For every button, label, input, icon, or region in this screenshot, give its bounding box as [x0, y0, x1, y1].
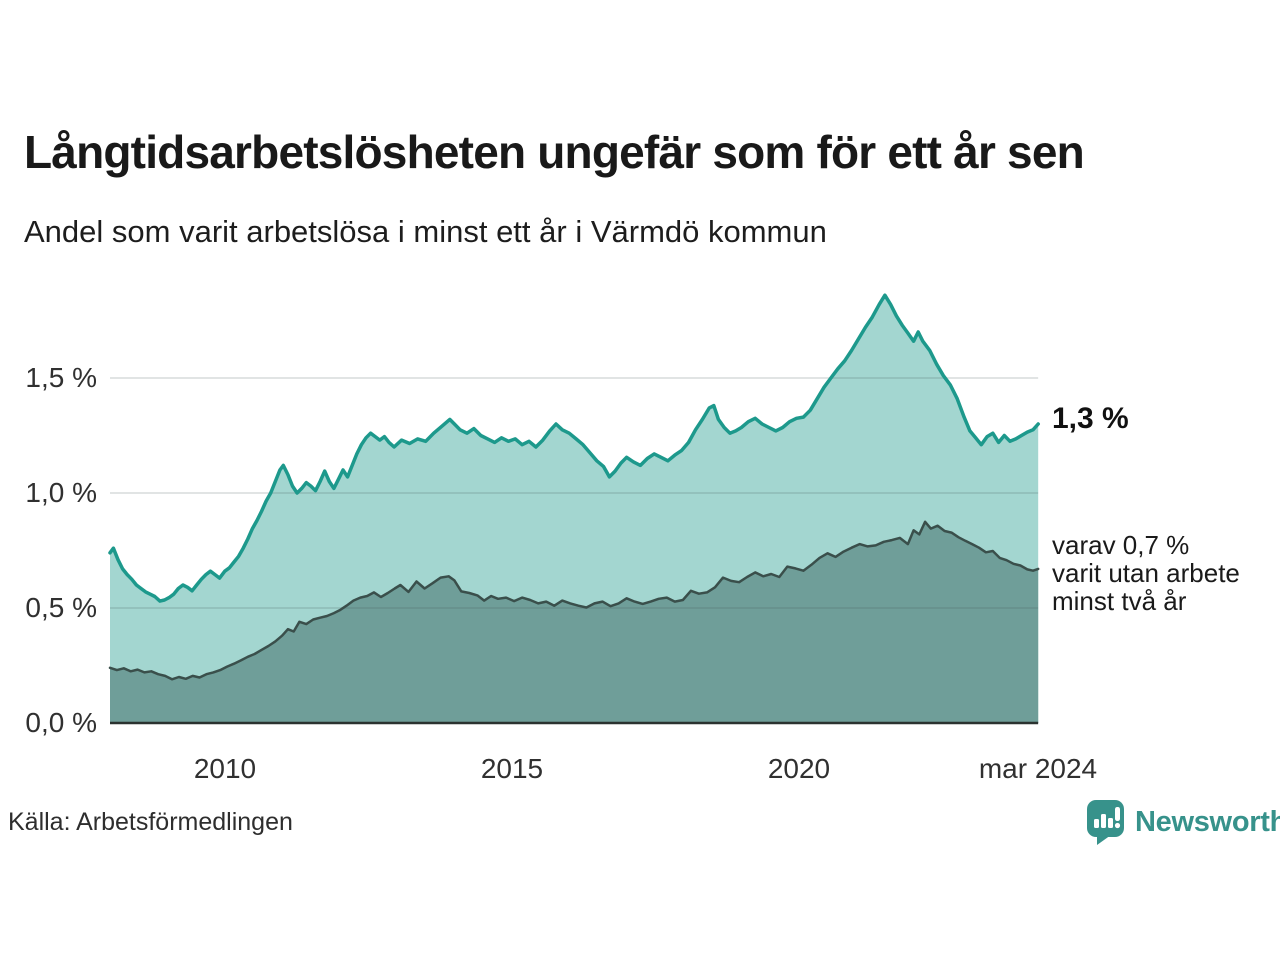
chart-subtitle: Andel som varit arbetslösa i minst ett å… [24, 214, 827, 249]
y-tick-0-0: 0,0 % [25, 707, 97, 738]
x-tick-2015: 2015 [480, 753, 544, 784]
y-tick-0-5: 0,5 % [25, 592, 97, 623]
x-tick-2020: 2020 [767, 753, 831, 784]
source-note: Källa: Arbetsförmedlingen [8, 808, 293, 836]
page-title: Långtidsarbetslösheten ungefär som för e… [24, 126, 1085, 178]
newsworthy-wordmark: Newsworthy [1135, 806, 1280, 838]
x-tick-2010: 2010 [193, 753, 257, 784]
y-tick-1-5: 1,5 % [25, 362, 97, 393]
y-tick-1-0: 1,0 % [25, 477, 97, 508]
secondary-annotation-line-1: varav 0,7 % [1052, 530, 1190, 560]
series-two-years-area [110, 521, 1039, 723]
latest-value-annotation: 1,3 % [1052, 402, 1129, 435]
secondary-annotation-line-2: varit utan arbete [1052, 558, 1240, 588]
series-two-years-line [108, 520, 1040, 681]
secondary-annotation: varav 0,7 % varit utan arbete minst två … [1052, 531, 1240, 615]
newsworthy-icon [1087, 800, 1124, 845]
x-tick-mar-2024: mar 2024 [978, 753, 1098, 784]
series-total-line [108, 293, 1040, 603]
newsworthy-logo: Newsworthy [1086, 799, 1280, 846]
secondary-annotation-line-3: minst två år [1052, 586, 1187, 616]
